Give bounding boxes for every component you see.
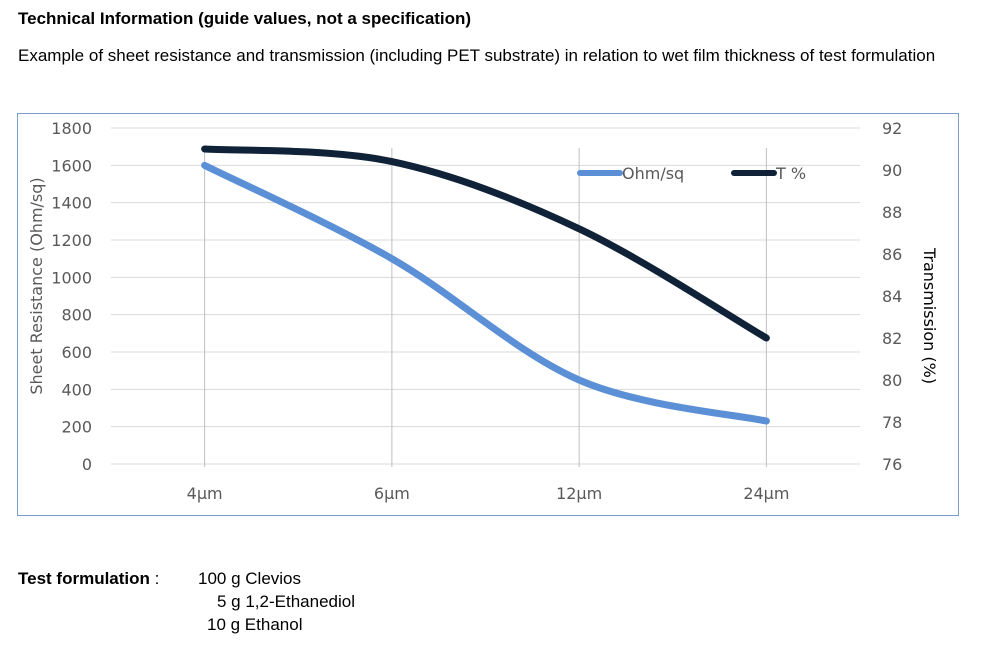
formulation-label: Test formulation [18, 569, 150, 588]
y-tick-label: 1200 [51, 231, 92, 250]
y2-axis-title: Transmission (%) [920, 247, 939, 384]
legend-label: T % [775, 164, 806, 183]
y2-tick-label: 88 [882, 203, 902, 222]
y-tick-label: 1600 [51, 156, 92, 175]
x-tick-label: 24µm [743, 484, 789, 503]
y2-tick-label: 90 [882, 161, 902, 180]
y2-tick-label: 80 [882, 371, 902, 390]
line-chart: 0 200 400 600 800 1000 1200 1400 1600 1800 76 78 80 8… [27, 119, 939, 503]
chart-description: Example of sheet resistance and transmis… [18, 46, 936, 65]
x-tick-label: 6µm [374, 484, 410, 503]
y-tick-label: 0 [82, 455, 92, 474]
x-tick-label: 4µm [187, 484, 223, 503]
legend-label: Ohm/sq [622, 164, 684, 183]
y2-tick-label: 76 [882, 455, 902, 474]
ingredient-list: 100 g Clevios 5 g 1,2-Ethanediol 10 g Et… [198, 567, 355, 636]
y-tick-label: 800 [61, 306, 92, 325]
chart-container: 0 200 400 600 800 1000 1200 1400 1600 1800 76 78 80 8… [17, 113, 959, 516]
formulation-separator: : [149, 569, 160, 588]
y2-tick-label: 92 [882, 119, 902, 138]
series-line-ohm-sq [201, 161, 770, 425]
ingredient-item: 100 g Clevios [198, 569, 302, 588]
y2-tick-label: 84 [882, 287, 902, 306]
y2-tick-label: 82 [882, 329, 902, 348]
ingredient-item: 5 g 1,2-Ethanediol [217, 592, 355, 611]
y-tick-label: 200 [61, 418, 92, 437]
y-tick-label: 400 [61, 380, 92, 399]
y-axis-title: Sheet Resistance (Ohm/sq) [27, 177, 46, 394]
y2-tick-label: 78 [882, 413, 902, 432]
y-tick-label: 1000 [51, 268, 92, 287]
series-line-t [201, 145, 770, 342]
y-tick-label: 1800 [51, 119, 92, 138]
test-formulation: Test formulation : 100 g Clevios 5 g 1,2… [18, 567, 355, 634]
x-tick-label: 12µm [556, 484, 602, 503]
y-tick-label: 1400 [51, 194, 92, 213]
ingredient-item: 10 g Ethanol [207, 615, 303, 634]
page-heading: Technical Information (guide values, not… [18, 9, 472, 28]
y-tick-label: 600 [61, 343, 92, 362]
y2-tick-label: 86 [882, 245, 902, 264]
